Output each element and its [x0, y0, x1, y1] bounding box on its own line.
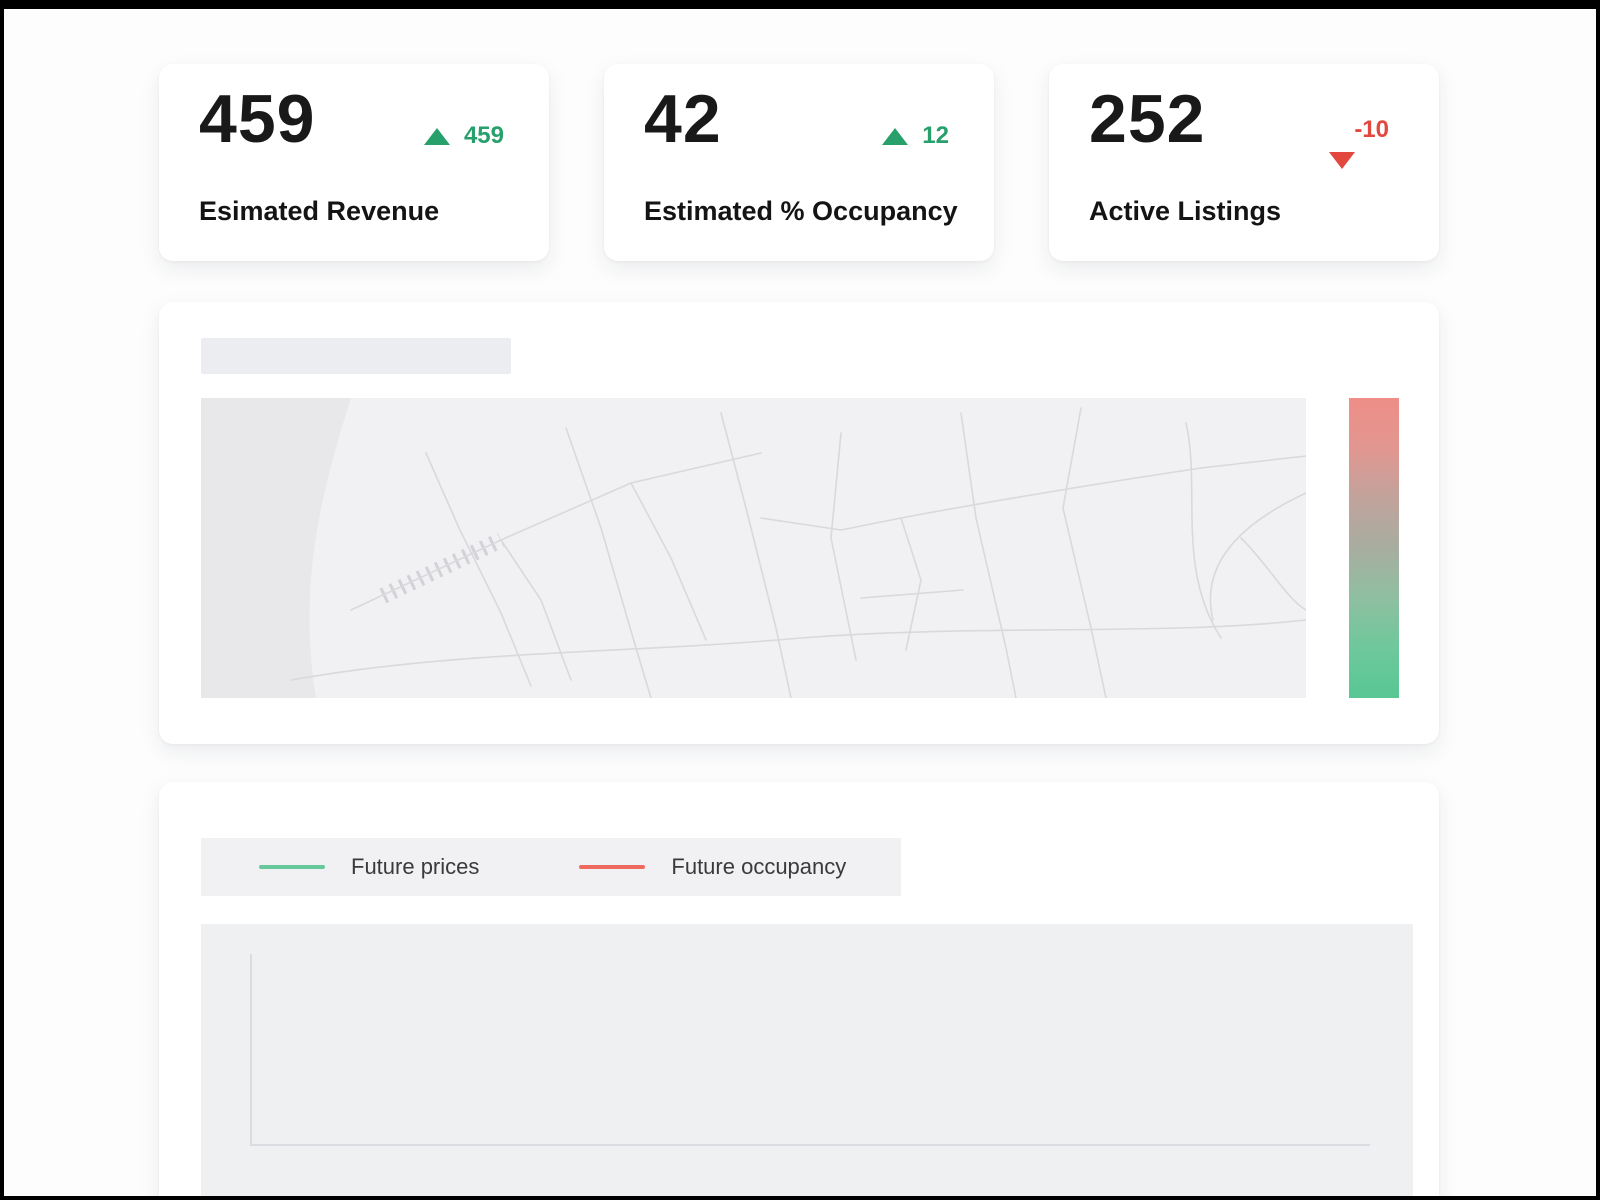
triangle-down-icon [1329, 152, 1355, 169]
stat-label: Esimated Revenue [199, 196, 440, 226]
map-streets-illustration [201, 398, 1306, 698]
stat-card-revenue: 459 459 Esimated Revenue [159, 64, 549, 261]
chart-y-axis [250, 954, 252, 1146]
triangle-up-icon [423, 127, 450, 145]
map-title-placeholder [201, 338, 511, 374]
legend-label: Future prices [351, 854, 480, 879]
line-swatch-icon [259, 865, 325, 869]
stat-card-occupancy: 42 12 Estimated % Occupancy [604, 64, 994, 261]
forecast-card: Future prices Future occupancy [159, 782, 1439, 1196]
line-swatch-icon [579, 865, 646, 869]
stat-delta-value: -10 [1354, 116, 1389, 143]
stat-card-active-listings: 252 -10 Active Listings [1049, 64, 1439, 261]
stat-delta: -10 [1329, 116, 1389, 169]
stat-delta-value: 12 [922, 122, 949, 149]
legend-label: Future occupancy [671, 854, 847, 879]
map-canvas[interactable] [201, 398, 1306, 698]
stat-delta: 459 [423, 122, 504, 150]
chart-x-axis [250, 1144, 1370, 1146]
legend-item-future-prices[interactable]: Future prices [259, 854, 479, 880]
forecast-legend: Future prices Future occupancy [201, 838, 901, 896]
stat-value: 459 [199, 81, 316, 157]
map-color-scale-legend [1349, 398, 1399, 698]
stat-delta: 12 [882, 122, 949, 150]
forecast-chart-placeholder [201, 924, 1413, 1196]
stat-value: 42 [644, 81, 722, 157]
legend-item-future-occupancy[interactable]: Future occupancy [579, 854, 846, 880]
stat-label: Estimated % Occupancy [644, 196, 958, 226]
stat-label: Active Listings [1089, 196, 1282, 226]
map-card [159, 302, 1439, 744]
stat-value: 252 [1089, 81, 1206, 157]
triangle-up-icon [882, 127, 909, 145]
stat-delta-value: 459 [463, 122, 504, 149]
